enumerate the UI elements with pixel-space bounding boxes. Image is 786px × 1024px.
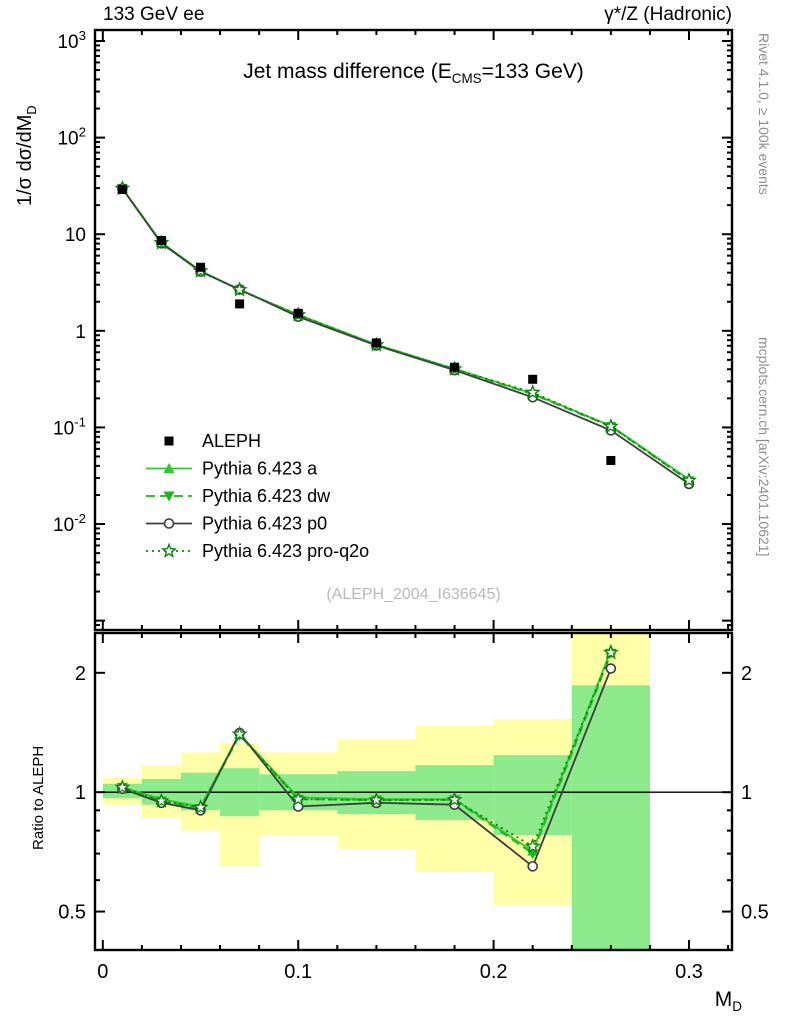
square-marker-icon — [371, 338, 381, 348]
legend-label: Pythia 6.423 p0 — [202, 514, 327, 534]
star-marker-icon — [602, 417, 619, 434]
legend: ALEPH Pythia 6.423 a Pythia 6.423 dw Pythia… — [146, 431, 369, 561]
star-marker-icon — [602, 644, 619, 660]
rivet-version-note: Rivet 4.1.0, ≥ 100k events — [756, 33, 772, 195]
star-marker-icon — [231, 281, 248, 297]
star-marker-icon — [153, 792, 170, 808]
plot-title-pre: Jet mass difference (E — [243, 60, 452, 83]
top-panel-frame — [93, 28, 734, 632]
tick-label: 0.1 — [284, 961, 312, 983]
x-axis-label: MD — [620, 988, 742, 1014]
legend-item-pythia-6-423-a: Pythia 6.423 a — [146, 459, 318, 479]
ratio-axis-label: Ratio to ALEPH — [30, 745, 47, 850]
tick-label: 1 — [75, 782, 86, 804]
beam-energy-label: 133 GeV ee — [103, 4, 205, 25]
tick-label: 1 — [75, 322, 86, 343]
star-marker-icon — [524, 837, 541, 854]
tick-label: 0.5 — [741, 902, 769, 924]
triangle-up-marker-icon — [163, 463, 175, 473]
series-values-aleph — [117, 185, 616, 465]
star-marker-icon — [231, 725, 248, 742]
legend-item-pythia-6-423-p0: Pythia 6.423 p0 — [146, 514, 327, 534]
process-label: γ*/Z (Hadronic) — [604, 4, 732, 25]
square-marker-icon — [293, 308, 303, 318]
x-axis-label-pre: M — [714, 988, 733, 1011]
square-marker-icon — [117, 185, 127, 195]
star-marker-icon — [680, 471, 697, 488]
square-marker-icon — [606, 455, 616, 465]
axis-ticks: 0 0.1 0.2 0.3 10-2 10-1 1 10 102 103 0.5 0.5 1 1 2 2 — [53, 28, 769, 983]
star-marker-icon — [446, 791, 463, 807]
square-marker-icon — [450, 362, 460, 372]
tick-label: 2 — [75, 663, 86, 685]
legend-label: Pythia 6.423 pro-q2o — [202, 541, 369, 561]
star-marker-icon — [160, 542, 178, 558]
legend-label: Pythia 6.423 dw — [202, 486, 331, 506]
series-line — [122, 652, 612, 848]
legend-label: Pythia 6.423 a — [202, 459, 318, 479]
legend-item-pythia-6-423-pro-q2o: Pythia 6.423 pro-q2o — [146, 541, 369, 561]
star-marker-icon — [524, 384, 541, 400]
star-marker-icon — [114, 778, 131, 795]
analysis-id-watermark: (ALEPH_2004_I636645) — [326, 586, 501, 603]
tick-label: 0 — [97, 961, 108, 983]
y-axis-label-sub: D — [24, 105, 39, 115]
tick-label: 0.3 — [675, 961, 703, 983]
legend-label: ALEPH — [202, 431, 261, 451]
x-axis-label-sub: D — [732, 999, 742, 1015]
plot-title-sub: CMS — [451, 71, 482, 87]
square-marker-icon — [235, 299, 245, 309]
tick-label: 103 — [57, 28, 86, 53]
band-stat-uncertainty — [493, 755, 572, 835]
legend-item-pythia-6-423-dw: Pythia 6.423 dw — [146, 486, 331, 506]
band-stat-uncertainty — [571, 685, 650, 950]
star-marker-icon — [368, 791, 385, 808]
square-marker-icon — [196, 262, 206, 272]
series-line — [122, 652, 612, 855]
tick-label: 102 — [57, 125, 86, 150]
star-marker-icon — [290, 790, 307, 807]
tick-label: 0.2 — [480, 961, 508, 983]
star-marker-icon — [192, 799, 209, 815]
y-axis-label: 1/σ dσ/dMD — [14, 105, 39, 206]
circle-marker-icon — [163, 518, 175, 529]
plot-title: Jet mass difference (ECMS=133 GeV) — [95, 60, 732, 86]
circle-marker-icon — [527, 861, 538, 872]
tick-label: 10-1 — [53, 414, 86, 439]
legend-item-aleph: ALEPH — [164, 431, 261, 451]
mcplots-arxiv-note: mcplots.cern.ch [arXiv:2401.10621] — [756, 337, 772, 557]
tick-label: 10 — [65, 225, 86, 246]
plot-title-post: =133 GeV) — [481, 60, 584, 83]
tick-label: 0.5 — [58, 902, 86, 924]
tick-label: 2 — [741, 663, 752, 685]
series-ratio-pythia-6-423-pro-q2o — [114, 644, 619, 854]
square-marker-icon — [528, 374, 538, 384]
tick-label: 10-2 — [53, 511, 86, 536]
circle-marker-icon — [605, 663, 617, 674]
square-marker-icon — [156, 236, 166, 246]
triangle-down-marker-icon — [163, 491, 175, 502]
series-line — [121, 187, 690, 482]
square-marker-icon — [164, 436, 174, 446]
tick-label: 1 — [741, 782, 752, 804]
y-axis-label-pre: 1/σ dσ/dM — [14, 114, 36, 206]
